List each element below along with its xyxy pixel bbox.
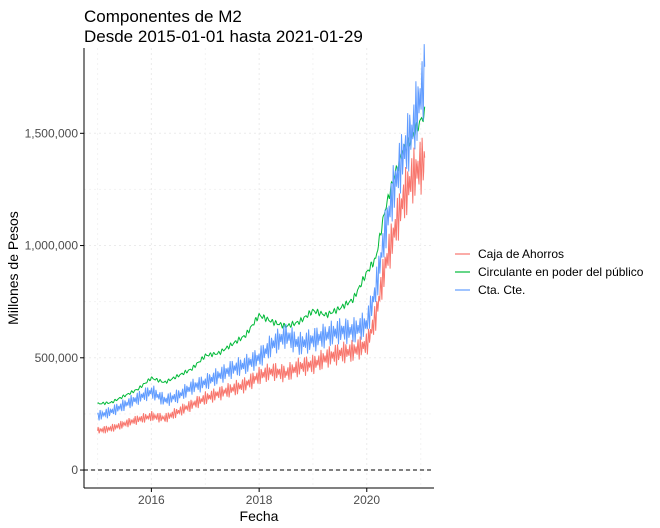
y-tick-label: 500,000 [35, 351, 79, 365]
x-tick-label: 2018 [246, 493, 273, 507]
y-tick-label: 1,500,000 [25, 126, 79, 140]
legend-label-2: Cta. Cte. [478, 283, 525, 297]
series-line-0 [97, 137, 426, 434]
series-line-2 [97, 44, 426, 421]
series-line-1 [97, 106, 426, 406]
chart-subtitle: Desde 2015-01-01 hasta 2021-01-29 [84, 27, 363, 46]
series-lines [97, 44, 426, 434]
y-tick-label: 1,000,000 [25, 239, 79, 253]
chart-title: Componentes de M2 [84, 7, 242, 26]
x-axis-ticks: 2016 2018 2020 [138, 488, 380, 507]
y-axis-title: Millones de Pesos [5, 211, 21, 325]
legend-label-0: Caja de Ahorros [478, 247, 564, 261]
grid-lines [84, 48, 434, 488]
legend-label-1: Circulante en poder del público [478, 265, 644, 279]
y-axis-ticks: 0 500,000 1,000,000 1,500,000 [25, 126, 84, 477]
x-tick-label: 2020 [353, 493, 380, 507]
x-tick-label: 2016 [138, 493, 165, 507]
y-tick-label: 0 [71, 463, 78, 477]
x-axis-title: Fecha [240, 508, 279, 524]
legend: Caja de Ahorros Circulante en poder del p… [455, 247, 644, 297]
